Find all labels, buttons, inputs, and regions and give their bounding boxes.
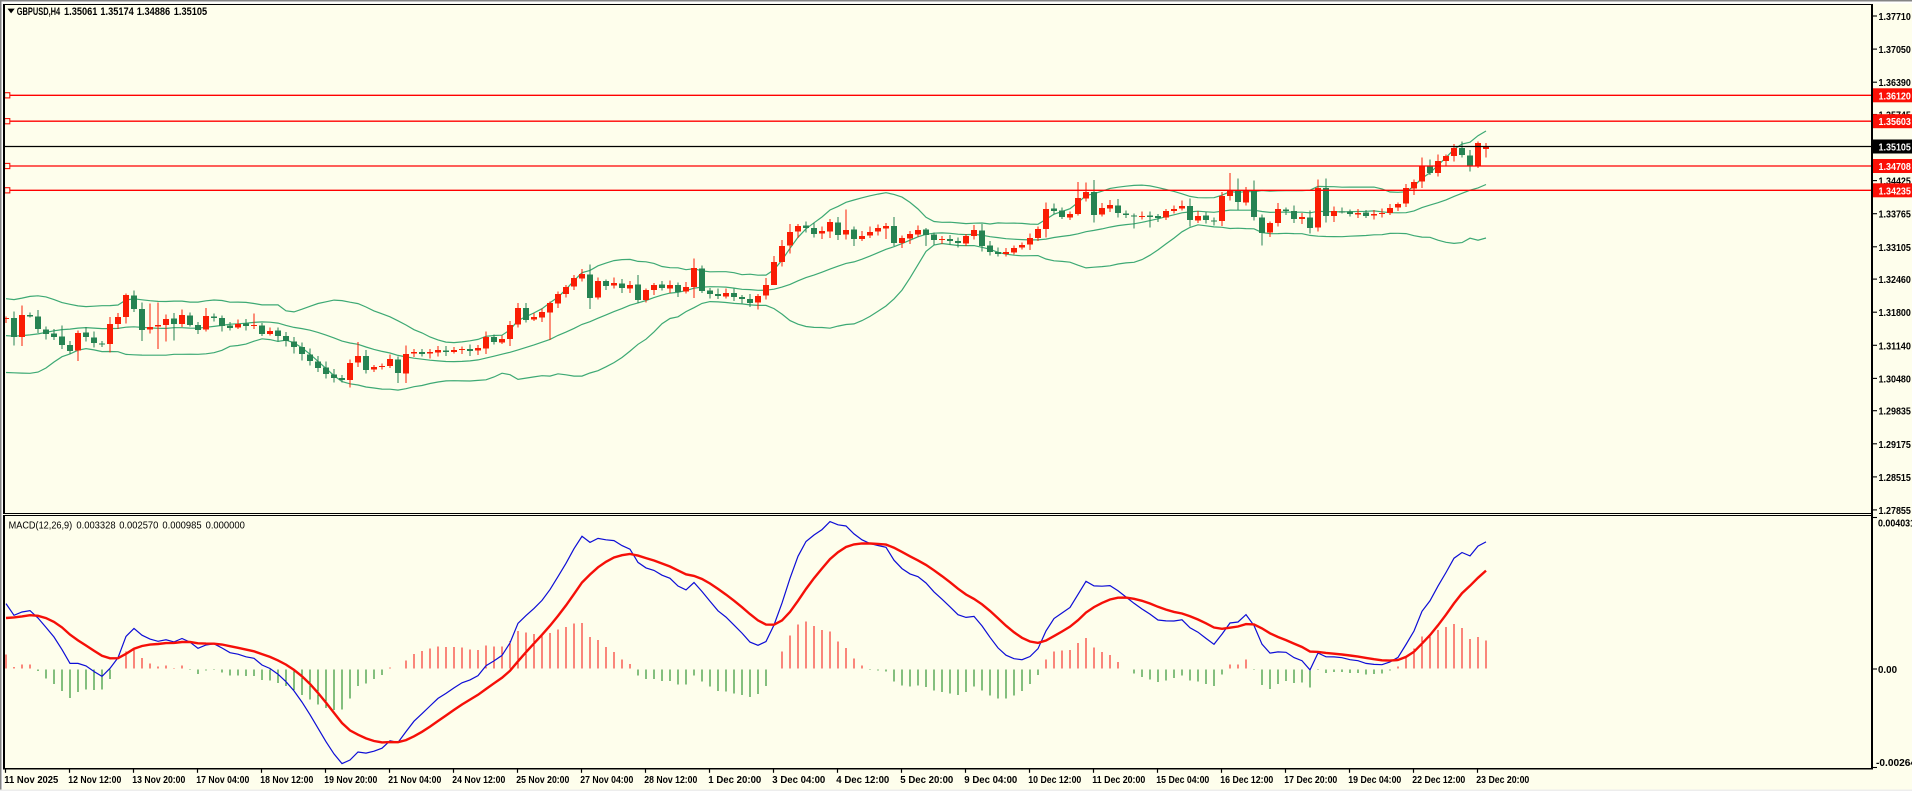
svg-text:25 Nov 20:00: 25 Nov 20:00 xyxy=(516,774,569,786)
svg-text:1 Dec 20:00: 1 Dec 20:00 xyxy=(708,774,761,786)
svg-text:19 Dec 04:00: 19 Dec 04:00 xyxy=(1348,774,1401,786)
svg-text:1.37050: 1.37050 xyxy=(1879,44,1912,56)
svg-text:1.33105: 1.33105 xyxy=(1879,242,1912,254)
svg-text:17 Nov 04:00: 17 Nov 04:00 xyxy=(196,774,249,786)
svg-text:1.29175: 1.29175 xyxy=(1879,439,1912,451)
svg-text:11 Dec 20:00: 11 Dec 20:00 xyxy=(1092,774,1145,786)
svg-text:22 Dec 12:00: 22 Dec 12:00 xyxy=(1412,774,1465,786)
svg-text:1.34886: 1.34886 xyxy=(137,6,170,18)
svg-text:1.35105: 1.35105 xyxy=(1879,142,1912,154)
svg-text:1.31800: 1.31800 xyxy=(1879,307,1912,319)
svg-text:18 Nov 12:00: 18 Nov 12:00 xyxy=(260,774,313,786)
svg-text:11 Nov 2025: 11 Nov 2025 xyxy=(4,774,58,786)
svg-text:10 Dec 12:00: 10 Dec 12:00 xyxy=(1028,774,1081,786)
svg-text:1.36390: 1.36390 xyxy=(1879,77,1912,89)
svg-text:-0.00264: -0.00264 xyxy=(1876,757,1912,769)
svg-text:12 Nov 12:00: 12 Nov 12:00 xyxy=(68,774,121,786)
svg-text:15 Dec 04:00: 15 Dec 04:00 xyxy=(1156,774,1209,786)
svg-text:9 Dec 04:00: 9 Dec 04:00 xyxy=(964,774,1017,786)
svg-text:1.33765: 1.33765 xyxy=(1879,209,1912,221)
svg-text:MACD(12,26,9): MACD(12,26,9) xyxy=(9,519,73,531)
svg-text:0.000000: 0.000000 xyxy=(206,519,245,531)
svg-text:1.36120: 1.36120 xyxy=(1879,90,1912,102)
svg-text:1.31140: 1.31140 xyxy=(1879,340,1912,352)
svg-text:16 Dec 12:00: 16 Dec 12:00 xyxy=(1220,774,1273,786)
svg-text:28 Nov 12:00: 28 Nov 12:00 xyxy=(644,774,697,786)
svg-text:1.35174: 1.35174 xyxy=(100,6,134,18)
svg-text:1.32460: 1.32460 xyxy=(1879,274,1912,286)
svg-text:24 Nov 12:00: 24 Nov 12:00 xyxy=(452,774,505,786)
svg-text:1.34235: 1.34235 xyxy=(1879,185,1912,197)
svg-text:27 Nov 04:00: 27 Nov 04:00 xyxy=(580,774,633,786)
svg-text:0.004031: 0.004031 xyxy=(1878,518,1912,530)
svg-text:0.000985: 0.000985 xyxy=(162,519,201,531)
svg-text:4 Dec 12:00: 4 Dec 12:00 xyxy=(836,774,889,786)
svg-text:1.37710: 1.37710 xyxy=(1879,11,1912,23)
svg-text:0.003328: 0.003328 xyxy=(76,519,115,531)
svg-text:23 Dec 20:00: 23 Dec 20:00 xyxy=(1476,774,1529,786)
svg-text:0.002570: 0.002570 xyxy=(119,519,158,531)
svg-text:19 Nov 20:00: 19 Nov 20:00 xyxy=(324,774,377,786)
svg-text:13 Nov 20:00: 13 Nov 20:00 xyxy=(132,774,185,786)
svg-text:1.27855: 1.27855 xyxy=(1879,505,1912,517)
svg-text:3 Dec 04:00: 3 Dec 04:00 xyxy=(772,774,825,786)
svg-text:1.34708: 1.34708 xyxy=(1879,161,1912,173)
svg-text:1.35603: 1.35603 xyxy=(1879,116,1912,128)
svg-text:0.00: 0.00 xyxy=(1878,664,1897,676)
svg-text:GBPUSD,H4: GBPUSD,H4 xyxy=(17,6,61,18)
svg-text:5 Dec 20:00: 5 Dec 20:00 xyxy=(900,774,953,786)
svg-text:1.28515: 1.28515 xyxy=(1879,472,1912,484)
svg-text:17 Dec 20:00: 17 Dec 20:00 xyxy=(1284,774,1337,786)
svg-text:1.35061: 1.35061 xyxy=(64,6,97,18)
svg-text:1.29835: 1.29835 xyxy=(1879,406,1912,418)
svg-text:1.30480: 1.30480 xyxy=(1879,373,1912,385)
svg-text:1.35105: 1.35105 xyxy=(174,6,207,18)
svg-text:21 Nov 04:00: 21 Nov 04:00 xyxy=(388,774,441,786)
